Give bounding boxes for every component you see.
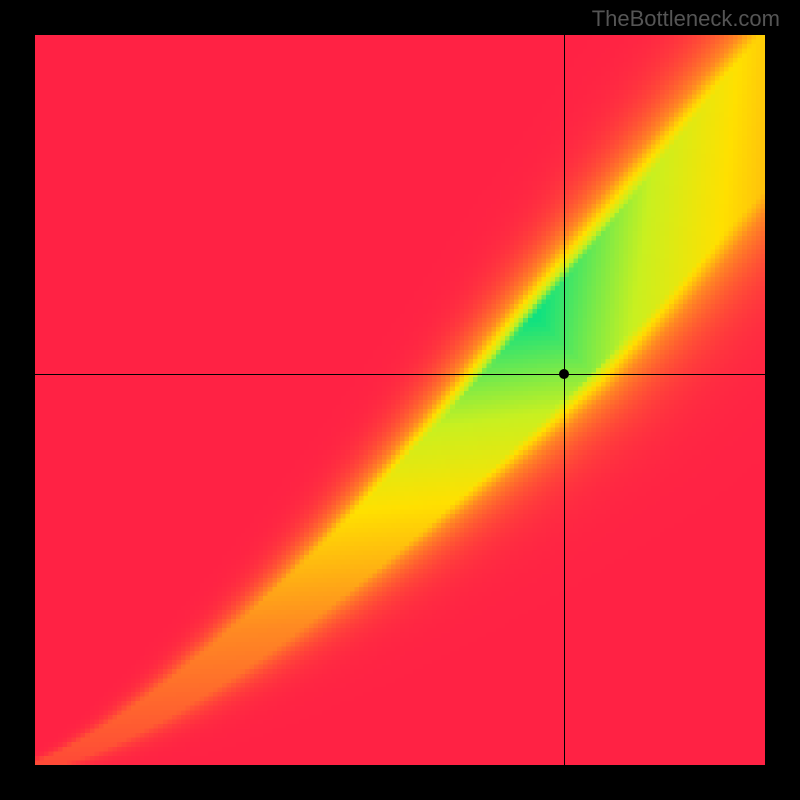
heatmap-canvas bbox=[35, 35, 765, 765]
chart-container: TheBottleneck.com bbox=[0, 0, 800, 800]
crosshair-vertical bbox=[564, 35, 565, 765]
crosshair-horizontal bbox=[35, 374, 765, 375]
watermark-text: TheBottleneck.com bbox=[592, 6, 780, 32]
data-point-marker bbox=[559, 369, 569, 379]
plot-area bbox=[35, 35, 765, 765]
